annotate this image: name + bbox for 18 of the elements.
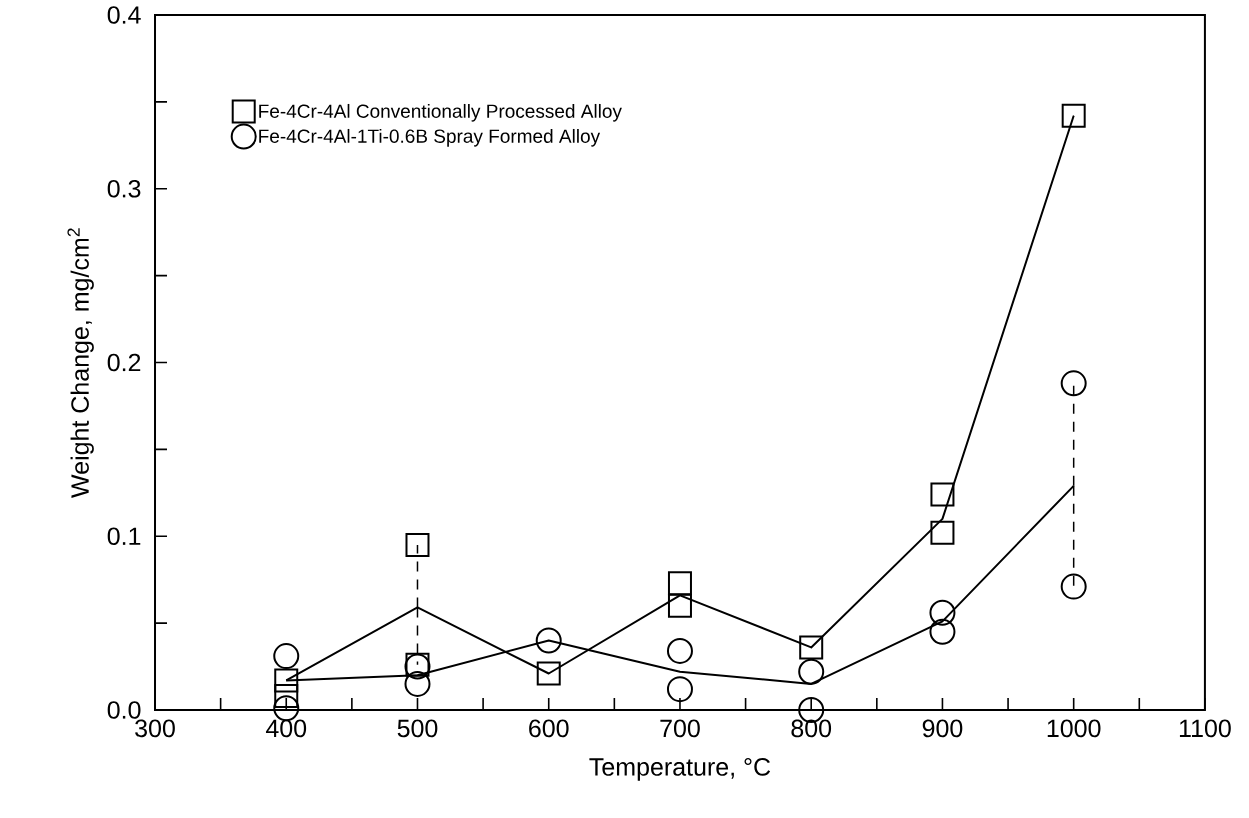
x-tick-label: 400 — [265, 719, 307, 738]
x-tick-label: 500 — [397, 719, 438, 738]
y-tick-label: 0.2 — [107, 353, 141, 372]
x-tick-label: 900 — [922, 719, 963, 738]
x-tick-label: 1000 — [1047, 719, 1101, 738]
x-tick-label: 700 — [660, 719, 700, 738]
y-tick-label: 0.0 — [107, 701, 141, 719]
legend-label: Fe-4Cr-4Al Conventionally Processed Alloy — [259, 103, 622, 122]
x-axis-title: Temperature, °C — [589, 758, 771, 781]
x-tick-label: 300 — [135, 719, 175, 738]
y-axis-title: Weight Change, mg/cm$^{2}$ — [67, 228, 94, 498]
x-tick-label: 800 — [791, 719, 832, 738]
y-tick-label: 0.3 — [107, 179, 141, 198]
x-tick-label: 1100 — [1179, 719, 1231, 738]
x-tick-label: 600 — [529, 719, 569, 738]
y-tick-label: 0.4 — [107, 6, 141, 24]
y-tick-label: 0.1 — [107, 527, 141, 546]
legend-label: Fe-4Cr-4Al-1Ti-0.6B Spray Formed Alloy — [259, 128, 601, 147]
